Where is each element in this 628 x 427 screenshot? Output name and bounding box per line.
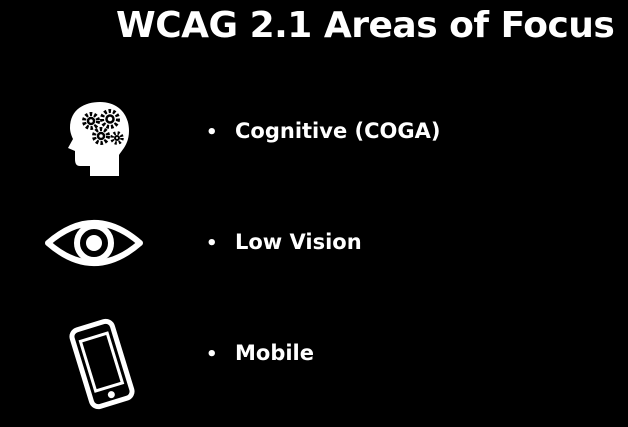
smartphone-icon — [69, 318, 135, 410]
list-item-cognitive: • Cognitive (COGA) — [206, 117, 440, 147]
item-label: Low Vision — [235, 230, 362, 254]
item-label: Cognitive (COGA) — [235, 119, 441, 143]
list-item-low-vision: • Low Vision — [206, 228, 362, 258]
brain-gears-icon — [68, 102, 129, 176]
slide-title: WCAG 2.1 Areas of Focus — [116, 5, 615, 46]
bullet: • — [206, 233, 218, 254]
bullet: • — [206, 122, 218, 143]
list-item-mobile: • Mobile — [206, 339, 314, 369]
item-label: Mobile — [235, 341, 314, 365]
bullet: • — [206, 344, 218, 365]
eye-icon — [45, 220, 143, 266]
